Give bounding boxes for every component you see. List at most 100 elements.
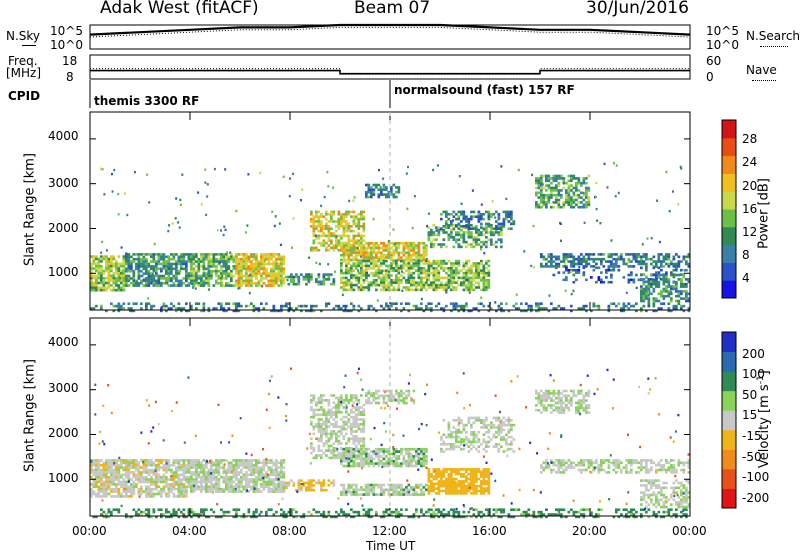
power-cell [365,190,368,194]
power-cell [670,271,673,274]
power-cell [97,267,101,270]
power-cell [100,286,103,290]
power-cell [172,277,176,280]
power-cell [487,217,491,221]
power-cell [460,228,463,232]
power-cell [450,231,453,234]
power-cell [227,257,231,261]
power-cell [382,307,386,310]
velocity-cell [197,480,201,484]
power-cell [357,241,361,245]
power-cell [460,269,463,272]
power-cell [210,272,213,275]
power-cell [467,259,471,263]
power-cell [245,253,248,256]
velocity-cell [165,468,168,472]
power-cell [357,222,361,226]
velocity-cell [235,483,238,486]
power-cell [355,253,358,257]
velocity-cell [132,490,136,493]
velocity-cell [357,457,361,461]
power-cell [320,280,323,284]
velocity-cell [265,463,268,467]
velocity-cell [162,466,166,469]
power-cell [402,271,406,275]
power-cell [495,227,498,230]
velocity-cell [417,447,421,451]
power-cell [317,222,321,226]
power-cell [477,210,481,214]
power-cell [167,272,171,275]
velocity-cell [277,483,281,486]
power-cell [280,257,283,261]
power-cell [455,238,458,241]
power-cell [100,260,103,263]
power-cell [425,251,428,255]
power-cell [327,229,331,233]
velocity-cell [340,442,343,445]
power-cell [229,251,232,254]
velocity-cell [360,447,363,451]
power-cell [345,215,348,218]
velocity-cell [277,490,281,493]
power-cell [350,283,353,287]
power-cell [430,243,433,246]
velocity-cell [355,447,358,451]
velocity-cell [100,487,103,491]
power-cell [387,249,391,252]
power-cell [260,255,263,259]
velocity-cell [362,418,366,421]
power-cell [382,262,386,265]
power-cell [590,253,593,256]
power-cell [195,281,198,285]
power-cell [405,246,408,250]
power-cell [102,281,106,285]
power-cell [650,278,653,281]
power-cell [382,183,386,187]
power-cell [367,256,371,259]
power-cell [685,297,688,300]
velocity-cell [222,475,226,479]
velocity-cell [162,478,166,481]
power-cell [360,283,363,287]
power-cell [667,290,671,293]
power-cell [174,217,177,220]
power-cell [410,249,413,252]
power-cell [670,299,673,303]
velocity-cell [347,455,351,458]
power-cell [317,249,321,252]
velocity-cell [172,471,176,474]
power-cell [112,264,116,268]
velocity-cell [422,450,426,453]
velocity-cell [155,466,158,469]
power-cell [227,265,231,268]
velocity-cell [395,455,398,458]
velocity-cell [257,459,261,462]
power-cell [290,275,293,279]
power-cell [220,302,223,305]
power-cell [355,258,358,262]
velocity-cell [157,475,161,479]
power-cell [107,276,111,280]
power-cell [147,277,151,280]
velocity-cell [260,490,263,493]
power-cell [565,255,568,259]
power-cell [112,279,116,282]
velocity-cell [247,483,251,486]
velocity-cell [380,455,383,458]
power-cell [675,266,678,270]
velocity-cell [252,485,256,489]
power-cell [190,307,193,310]
power-cell [262,257,266,261]
power-cell [467,233,471,237]
velocity-cell [377,462,381,465]
power-cell [452,269,456,272]
power-cell [660,307,663,310]
velocity-cell [382,462,386,465]
velocity-cell [160,492,163,496]
power-cell [355,222,358,226]
power-cell [457,243,461,246]
velocity-cell [342,406,346,409]
power-cell [395,274,398,277]
velocity-cell [337,403,341,407]
